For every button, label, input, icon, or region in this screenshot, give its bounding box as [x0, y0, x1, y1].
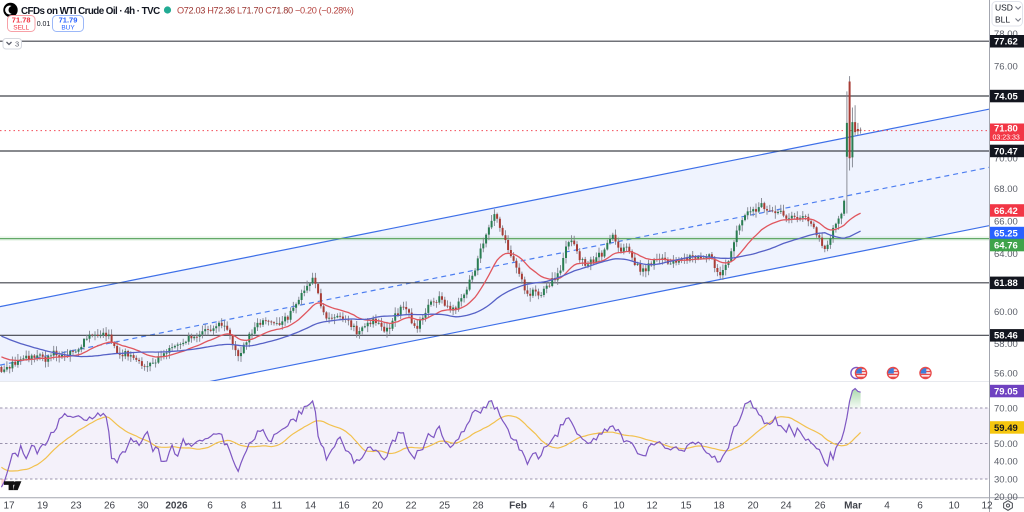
svg-text:6: 6 [917, 501, 923, 512]
svg-text:12: 12 [646, 501, 658, 512]
svg-text:64.00: 64.00 [994, 249, 1018, 260]
svg-text:4: 4 [549, 501, 555, 512]
svg-text:78.00: 78.00 [994, 29, 1018, 40]
svg-text:BUY: BUY [61, 25, 75, 32]
svg-text:19: 19 [37, 501, 49, 512]
svg-text:17: 17 [3, 501, 15, 512]
svg-text:4: 4 [884, 501, 890, 512]
svg-text:20: 20 [372, 501, 384, 512]
svg-text:77.62: 77.62 [994, 37, 1018, 48]
svg-text:20: 20 [747, 501, 759, 512]
svg-text:70.00: 70.00 [994, 154, 1018, 165]
svg-text:11: 11 [272, 501, 283, 512]
svg-text:65.25: 65.25 [994, 228, 1018, 239]
svg-text:79.05: 79.05 [994, 386, 1018, 397]
svg-text:6: 6 [207, 501, 213, 512]
svg-text:14: 14 [305, 501, 317, 512]
svg-text:50.00: 50.00 [994, 439, 1018, 450]
svg-text:71.79: 71.79 [59, 16, 78, 25]
svg-text:20.00: 20.00 [994, 492, 1018, 503]
svg-text:58.46: 58.46 [994, 331, 1018, 342]
svg-text:60.00: 60.00 [994, 307, 1018, 318]
svg-text:3: 3 [15, 40, 19, 49]
svg-text:10: 10 [613, 501, 625, 512]
svg-text:76.00: 76.00 [994, 61, 1018, 72]
svg-text:03:23:33: 03:23:33 [993, 135, 1020, 142]
svg-text:2026: 2026 [165, 501, 188, 512]
svg-text:71.80: 71.80 [994, 124, 1018, 135]
svg-text:70.00: 70.00 [994, 403, 1018, 414]
svg-text:26: 26 [814, 501, 826, 512]
svg-text:59.49: 59.49 [994, 423, 1018, 434]
svg-text:BLL: BLL [995, 15, 1010, 25]
svg-text:22: 22 [405, 501, 417, 512]
svg-text:70.47: 70.47 [994, 146, 1018, 157]
svg-text:66.00: 66.00 [994, 216, 1018, 227]
svg-text:58.00: 58.00 [994, 339, 1018, 350]
svg-text:6: 6 [582, 501, 588, 512]
svg-text:61.88: 61.88 [994, 278, 1018, 289]
svg-text:18: 18 [713, 501, 725, 512]
svg-text:SELL: SELL [13, 25, 29, 32]
svg-text:15: 15 [680, 501, 692, 512]
svg-text:25: 25 [439, 501, 451, 512]
svg-text:30: 30 [137, 501, 149, 512]
svg-text:40.00: 40.00 [994, 457, 1018, 468]
svg-text:USD: USD [995, 3, 1013, 13]
svg-text:CFDs on WTI Crude Oil · 4h · T: CFDs on WTI Crude Oil · 4h · TVC [21, 6, 160, 17]
svg-text:12: 12 [981, 501, 993, 512]
svg-text:28: 28 [472, 501, 484, 512]
svg-text:71.78: 71.78 [12, 16, 31, 25]
svg-text:0.01: 0.01 [37, 21, 51, 28]
svg-text:Mar: Mar [844, 501, 862, 512]
svg-text:68.00: 68.00 [994, 184, 1018, 195]
svg-text:74.05: 74.05 [994, 91, 1018, 102]
svg-text:23: 23 [70, 501, 82, 512]
svg-text:Feb: Feb [509, 501, 527, 512]
svg-text:66.42: 66.42 [994, 206, 1018, 217]
svg-text:30.00: 30.00 [994, 474, 1018, 485]
svg-text:8: 8 [241, 501, 247, 512]
svg-text:24: 24 [780, 501, 792, 512]
svg-text:64.76: 64.76 [994, 240, 1018, 251]
svg-text:O72.03 H72.36 L71.70 C71.80 −0: O72.03 H72.36 L71.70 C71.80 −0.20 (−0.28… [177, 6, 354, 16]
svg-text:26: 26 [104, 501, 116, 512]
svg-text:56.00: 56.00 [994, 368, 1018, 379]
svg-text:10: 10 [948, 501, 960, 512]
svg-text:16: 16 [338, 501, 350, 512]
